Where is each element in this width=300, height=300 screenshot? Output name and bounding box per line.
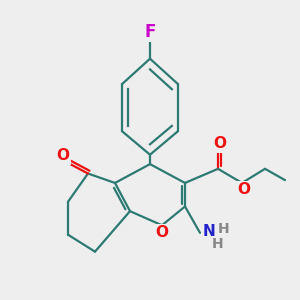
Text: O: O (57, 148, 70, 164)
Text: O: O (213, 136, 226, 152)
Text: N: N (202, 224, 215, 238)
Text: O: O (237, 182, 250, 197)
Text: F: F (144, 22, 156, 40)
Text: H: H (218, 222, 230, 236)
Text: H: H (212, 237, 224, 251)
Text: O: O (155, 225, 169, 240)
